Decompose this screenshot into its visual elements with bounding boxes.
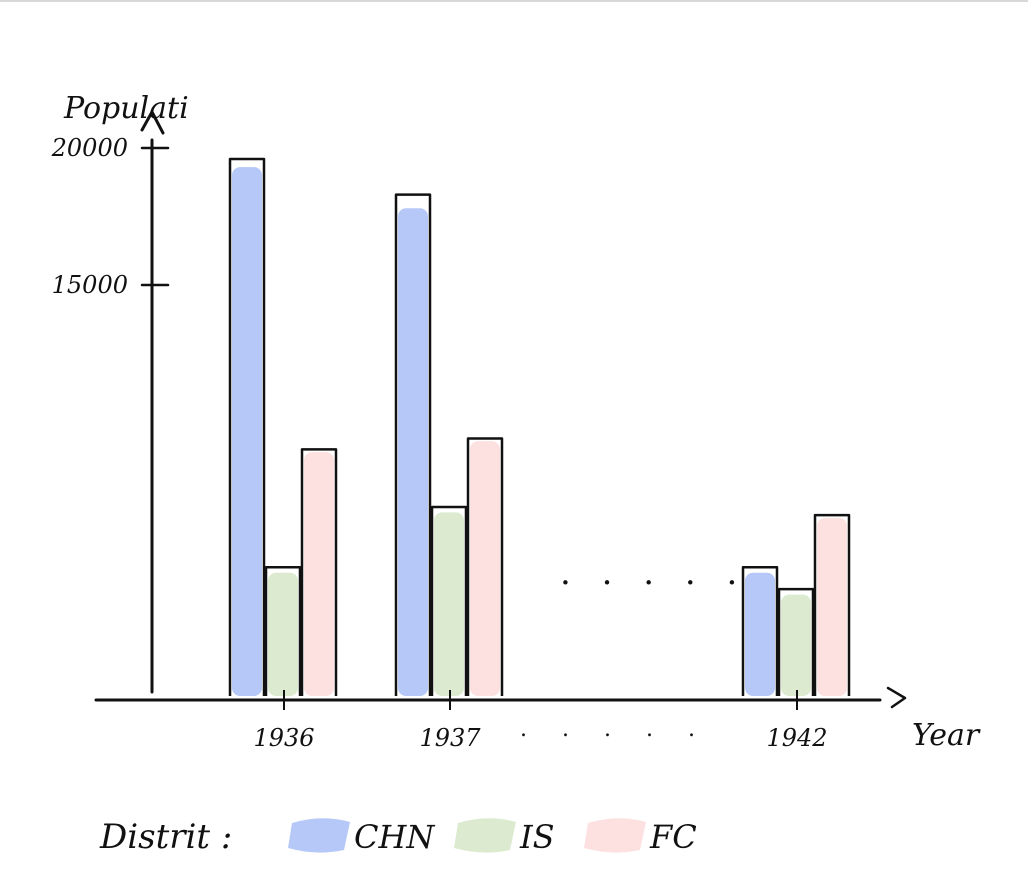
bar-outline-fc-1937 [466, 437, 504, 696]
bar-outline-is-1936 [264, 565, 302, 696]
bar-chn-1942 [745, 572, 775, 696]
y-tick-label: 15000 [52, 271, 128, 299]
legend-swatch-chn [288, 818, 350, 853]
bars [232, 167, 847, 696]
bar-outline-fc-1942 [813, 513, 851, 696]
bar-is-1936 [268, 572, 298, 696]
x-tick-label: 1936 [253, 724, 314, 752]
legend-title: Distrit : [99, 817, 232, 857]
legend-swatch-is [454, 818, 516, 853]
bar-chn-1936 [232, 167, 262, 696]
bar-outline-is-1937 [430, 505, 468, 696]
bar-outline-chn-1937 [394, 193, 432, 696]
x-axis-arrow [886, 686, 907, 709]
x-ticks: 1936 1937 1942 [253, 690, 828, 752]
x-tick-label: 1942 [766, 724, 827, 752]
y-tick-label: 20000 [51, 134, 128, 162]
bar-outline-is-1942 [777, 587, 815, 696]
bar-outline-fc-1936 [300, 448, 338, 696]
x-axis-label: Year [912, 718, 981, 753]
axes [94, 110, 907, 709]
y-axis-label: Populati [63, 91, 189, 126]
bar-fc-1936 [304, 452, 334, 696]
bar-fc-1937 [470, 441, 500, 696]
bar-chn-1937 [398, 208, 428, 696]
legend-label-fc: FC [649, 818, 697, 856]
bar-is-1937 [434, 512, 464, 696]
gap-marker-axis: . . . . . [520, 717, 709, 742]
legend-swatch-fc [584, 818, 646, 853]
y-axis-arrow [140, 110, 165, 135]
x-tick-label: 1937 [419, 724, 481, 752]
legend: Distrit : CHN IS FC [99, 817, 697, 857]
legend-label-is: IS [519, 818, 555, 856]
bar-fc-1942 [817, 517, 847, 696]
y-ticks: 15000 20000 [51, 134, 170, 299]
legend-label-chn: CHN [354, 818, 435, 856]
bar-is-1942 [781, 594, 811, 696]
bar-outlines [228, 157, 851, 696]
gap-marker-plot: . . . . . [560, 553, 747, 593]
legend-items: CHN IS FC [288, 818, 697, 856]
bar-outline-chn-1942 [741, 565, 779, 696]
bar-outline-chn-1936 [228, 157, 266, 696]
